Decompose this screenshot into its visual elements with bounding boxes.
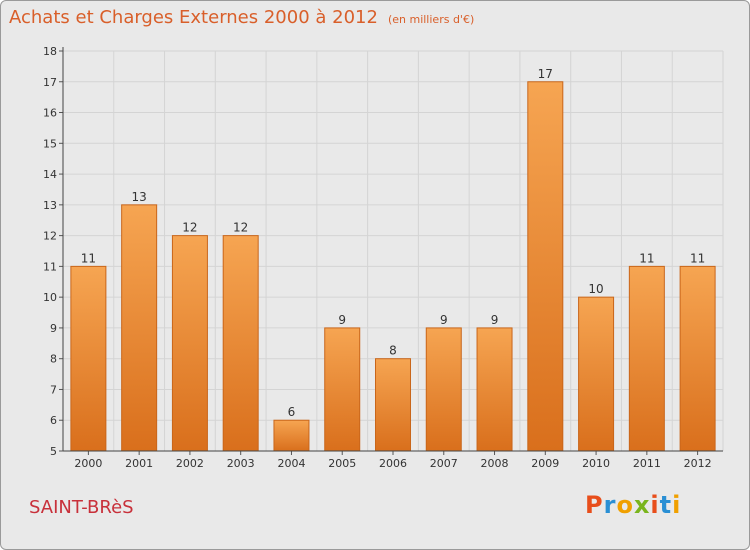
bars: 11 13 12 12 6 9 8 9 9 17 10 11 11 [70,67,716,452]
x-tick-label: 2009 [531,457,559,470]
y-tick-label: 12 [43,230,57,243]
bar-2012 [679,265,716,452]
y-tick-label: 11 [43,260,57,273]
y-tick-label: 17 [43,76,57,89]
bar-2007 [425,327,462,452]
bar-2004 [273,419,310,452]
y-tick-label: 18 [43,45,57,58]
y-tick-label: 8 [50,353,57,366]
value-label: 17 [538,67,553,81]
logo-letter: o [616,491,634,519]
chart-subtitle: (en milliers d'€) [387,13,475,26]
y-tick-label: 16 [43,107,57,120]
proxiti-logo: Proxiti [585,491,681,519]
axes: 5 6 7 8 9 10 11 12 13 14 15 16 17 18 2000 2001 2002 2003 2… [43,45,723,470]
bar-2000 [70,265,107,452]
bar-2008 [476,327,513,452]
y-tick-label: 14 [43,168,57,181]
y-tick-label: 5 [50,445,57,458]
x-tick-label: 2006 [379,457,407,470]
x-tick-label: 2012 [684,457,712,470]
value-label: 8 [389,344,397,358]
logo-letter: t [659,491,673,519]
y-tick-label: 7 [50,383,57,396]
logo-letter: P [585,491,604,519]
x-tick-label: 2010 [582,457,610,470]
x-tick-label: 2007 [430,457,458,470]
logo-letter: x [633,491,651,519]
value-label: 11 [81,251,96,265]
value-label: 13 [132,190,147,204]
y-tick-label: 15 [43,137,57,150]
chart-title: Achats et Charges Externes 2000 à 2012 (e… [9,7,474,28]
bar-2009 [527,81,564,452]
x-tick-label: 2004 [277,457,305,470]
y-tick-label: 13 [43,199,57,212]
bar-2006 [375,358,411,452]
bar-2010 [578,296,615,452]
commune-name: SAINT-BRèS [29,497,134,518]
logo-letter: r [603,491,617,519]
value-label: 11 [639,251,654,265]
value-label: 12 [182,221,197,235]
x-tick-label: 2005 [328,457,356,470]
chart-title-text: Achats et Charges Externes 2000 à 2012 [9,7,378,28]
x-tick-label: 2008 [481,457,509,470]
bar-2011 [628,265,665,452]
value-label: 9 [491,313,499,327]
x-tick-label: 2001 [125,457,153,470]
bar-2001 [121,204,158,452]
x-tick-label: 2011 [633,457,661,470]
logo-letter: i [672,491,682,519]
y-tick-label: 6 [50,414,57,427]
bar-2003 [222,235,259,452]
y-tick-label: 10 [43,291,57,304]
bar-2002 [171,235,208,452]
x-tick-label: 2003 [227,457,255,470]
y-tick-label: 9 [50,322,57,335]
value-label: 9 [338,313,346,327]
x-tick-label: 2002 [176,457,204,470]
value-label: 9 [440,313,448,327]
x-tick-label: 2000 [74,457,102,470]
value-label: 11 [690,251,705,265]
logo-letter: i [650,491,660,519]
value-label: 10 [588,282,603,296]
value-label: 6 [288,405,296,419]
value-label: 12 [233,221,248,235]
bar-2005 [324,327,361,452]
